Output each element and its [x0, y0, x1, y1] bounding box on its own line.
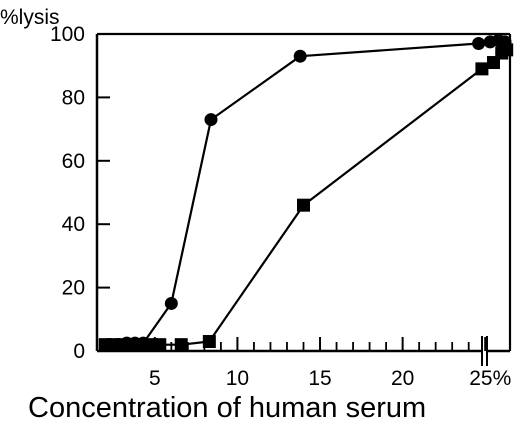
x-tick-label: 20	[391, 367, 414, 390]
data-point-circle	[472, 37, 486, 51]
plot-frame	[97, 32, 512, 351]
data-point-square	[135, 338, 149, 352]
x-tick-label: 25%	[469, 367, 511, 390]
data-point-circle	[204, 113, 218, 127]
axis-break	[481, 336, 488, 366]
y-tick-label: 0	[73, 340, 85, 363]
data-point-square	[125, 338, 139, 352]
data-point-square	[174, 338, 188, 352]
data-point-square	[500, 43, 514, 57]
x-tick-label: 10	[226, 367, 249, 390]
x-tick-label: 15	[308, 367, 331, 390]
x-axis-label: Concentration of human serum	[28, 392, 426, 424]
y-tick-label: 80	[62, 86, 85, 109]
y-tick-label: 20	[62, 277, 85, 300]
tick-labels: 5 10 15 20 25% 0 20 40 60 80 100	[50, 23, 511, 390]
y-tick-label: 60	[62, 150, 85, 173]
x-tick-label: 5	[149, 367, 161, 390]
data-point-square	[297, 198, 310, 212]
data-point-square	[115, 338, 129, 352]
y-tick-label: 40	[62, 213, 85, 236]
series-line-2	[105, 48, 508, 346]
data-point-circle	[293, 49, 307, 63]
data-point-square	[202, 334, 216, 348]
data-point-square	[153, 338, 167, 352]
series-layer	[98, 33, 514, 352]
major-ticks	[97, 33, 487, 352]
y-tick-label: 100	[50, 23, 85, 46]
data-point-square	[475, 62, 489, 76]
y-axis-label: %lysis	[0, 6, 60, 29]
data-point-circle	[164, 296, 178, 310]
